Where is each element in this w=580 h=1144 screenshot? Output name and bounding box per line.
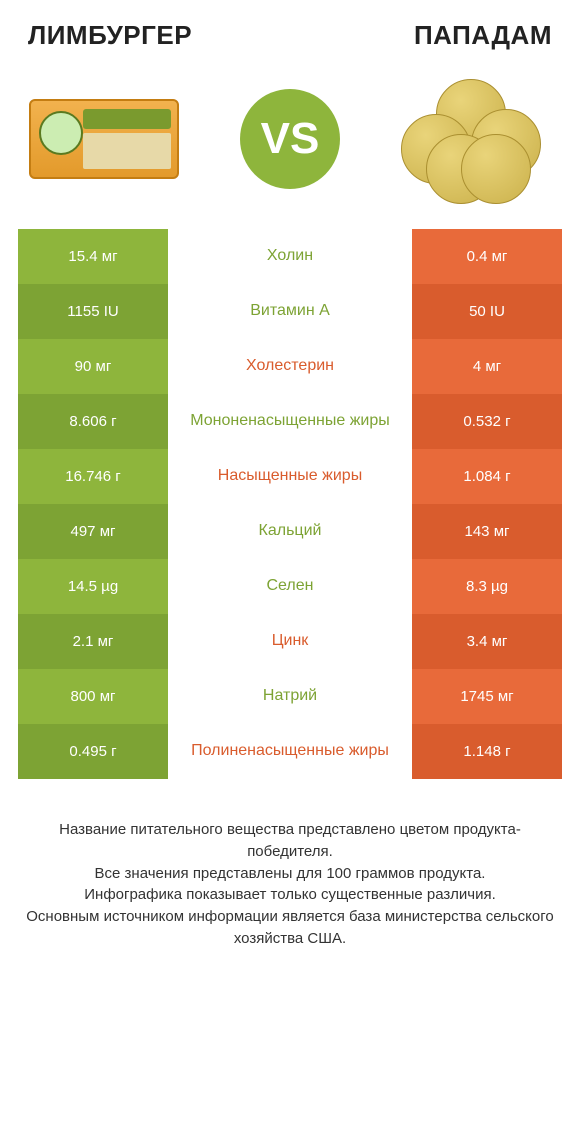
nutrient-label: Холин <box>168 229 412 284</box>
value-left: 800 мг <box>18 669 168 724</box>
value-right: 0.532 г <box>412 394 562 449</box>
footer-line: Инфографика показывает только существенн… <box>24 884 556 906</box>
value-left: 2.1 мг <box>18 614 168 669</box>
value-left: 0.495 г <box>18 724 168 779</box>
value-right: 1.148 г <box>412 724 562 779</box>
value-right: 1.084 г <box>412 449 562 504</box>
vs-badge: VS <box>240 89 340 189</box>
header: ЛИМБУРГЕР ПАПАДАМ <box>18 20 562 51</box>
nutrient-label: Холестерин <box>168 339 412 394</box>
table-row: 497 мгКальций143 мг <box>18 504 562 559</box>
footer-notes: Название питательного вещества представл… <box>18 819 562 950</box>
product-left-title: ЛИМБУРГЕР <box>28 20 192 51</box>
product-left-image <box>24 79 184 199</box>
comparison-table: 15.4 мгХолин0.4 мг1155 IUВитамин A50 IU9… <box>18 229 562 779</box>
nutrient-label: Мононенасыщенные жиры <box>168 394 412 449</box>
nutrient-label: Полиненасыщенные жиры <box>168 724 412 779</box>
table-row: 8.606 гМононенасыщенные жиры0.532 г <box>18 394 562 449</box>
table-row: 90 мгХолестерин4 мг <box>18 339 562 394</box>
nutrient-label: Кальций <box>168 504 412 559</box>
images-row: VS <box>18 79 562 199</box>
nutrient-label: Витамин A <box>168 284 412 339</box>
cheese-icon <box>29 99 179 179</box>
nutrient-label: Натрий <box>168 669 412 724</box>
table-row: 2.1 мгЦинк3.4 мг <box>18 614 562 669</box>
value-left: 8.606 г <box>18 394 168 449</box>
table-row: 800 мгНатрий1745 мг <box>18 669 562 724</box>
value-right: 0.4 мг <box>412 229 562 284</box>
value-right: 1745 мг <box>412 669 562 724</box>
footer-line: Все значения представлены для 100 граммо… <box>24 863 556 885</box>
value-right: 50 IU <box>412 284 562 339</box>
value-left: 90 мг <box>18 339 168 394</box>
footer-line: Название питательного вещества представл… <box>24 819 556 863</box>
table-row: 1155 IUВитамин A50 IU <box>18 284 562 339</box>
value-left: 16.746 г <box>18 449 168 504</box>
nutrient-label: Цинк <box>168 614 412 669</box>
footer-line: Основным источником информации является … <box>24 906 556 950</box>
product-right-title: ПАПАДАМ <box>414 20 552 51</box>
value-left: 497 мг <box>18 504 168 559</box>
value-right: 8.3 µg <box>412 559 562 614</box>
table-row: 14.5 µgСелен8.3 µg <box>18 559 562 614</box>
value-left: 1155 IU <box>18 284 168 339</box>
papadam-icon <box>401 79 551 199</box>
nutrient-label: Селен <box>168 559 412 614</box>
table-row: 16.746 гНасыщенные жиры1.084 г <box>18 449 562 504</box>
value-left: 14.5 µg <box>18 559 168 614</box>
value-right: 3.4 мг <box>412 614 562 669</box>
nutrient-label: Насыщенные жиры <box>168 449 412 504</box>
infographic-container: ЛИМБУРГЕР ПАПАДАМ VS 15.4 мгХолин0.4 мг1… <box>0 0 580 1144</box>
value-left: 15.4 мг <box>18 229 168 284</box>
product-right-image <box>396 79 556 199</box>
table-row: 0.495 гПолиненасыщенные жиры1.148 г <box>18 724 562 779</box>
value-right: 4 мг <box>412 339 562 394</box>
table-row: 15.4 мгХолин0.4 мг <box>18 229 562 284</box>
value-right: 143 мг <box>412 504 562 559</box>
